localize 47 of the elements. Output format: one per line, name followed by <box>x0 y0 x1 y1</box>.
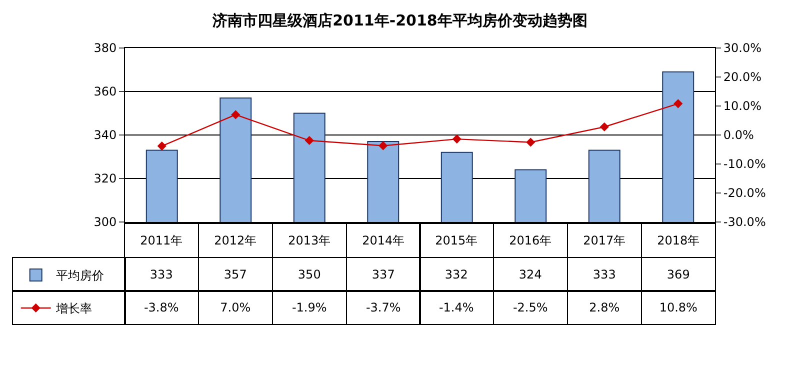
data-label: 357 <box>224 268 247 282</box>
legend-label: 增长率 <box>54 302 92 316</box>
data-label: 7.0% <box>220 300 251 314</box>
point <box>304 136 314 146</box>
data-label: 369 <box>666 268 690 282</box>
data-label: 10.8% <box>659 300 698 314</box>
y-tick-label: 340 <box>94 128 117 142</box>
data-label: 350 <box>298 268 321 282</box>
y2-tick-label: -20.0% <box>723 186 766 200</box>
data-label: -1.4% <box>438 300 474 314</box>
y-tick-label: 380 <box>94 41 117 56</box>
data-label: 333 <box>592 268 616 282</box>
x-tick-label: 2016年 <box>509 234 552 248</box>
y2-tick-label: -10.0% <box>723 157 766 172</box>
data-label: 337 <box>372 268 395 282</box>
x-tick-label: 2011年 <box>140 234 183 248</box>
y-tick-label: 320 <box>94 172 117 186</box>
data-label: -2.5% <box>512 300 548 314</box>
point <box>157 141 166 151</box>
y2-tick-label: 10.0% <box>723 99 762 114</box>
point <box>378 141 388 150</box>
data-label: 332 <box>444 268 468 282</box>
data-label: -3.8% <box>144 300 179 314</box>
y2-tick-label: 30.0% <box>723 41 762 56</box>
x-tick-label: 2013年 <box>288 234 331 248</box>
data-label: 324 <box>518 268 542 282</box>
chart-title: 济南市四星级酒店2011年-2018年平均房价变动趋势图 <box>212 11 588 30</box>
data-label: 333 <box>150 268 173 282</box>
y2-tick-label: 0.0% <box>723 128 754 142</box>
data-label: -1.9% <box>292 300 327 314</box>
legend-label: 平均房价 <box>56 268 104 283</box>
point <box>526 138 536 147</box>
x-tick-label: 2012年 <box>214 234 257 248</box>
x-tick-label: 2014年 <box>362 234 405 248</box>
y2-tick-label: 20.0% <box>723 70 762 84</box>
point <box>452 134 462 144</box>
point <box>674 99 683 108</box>
point <box>231 110 240 120</box>
data-label: 2.8% <box>589 300 620 314</box>
x-tick-label: 2015年 <box>435 234 478 248</box>
x-tick-label: 2018年 <box>657 234 700 248</box>
y2-tick-label: -30.0% <box>723 215 766 230</box>
x-tick-label: 2017年 <box>583 234 626 248</box>
y-tick-label: 300 <box>94 215 117 230</box>
y-tick-label: 360 <box>94 84 117 99</box>
point <box>600 122 609 132</box>
data-label: -3.7% <box>366 300 401 314</box>
